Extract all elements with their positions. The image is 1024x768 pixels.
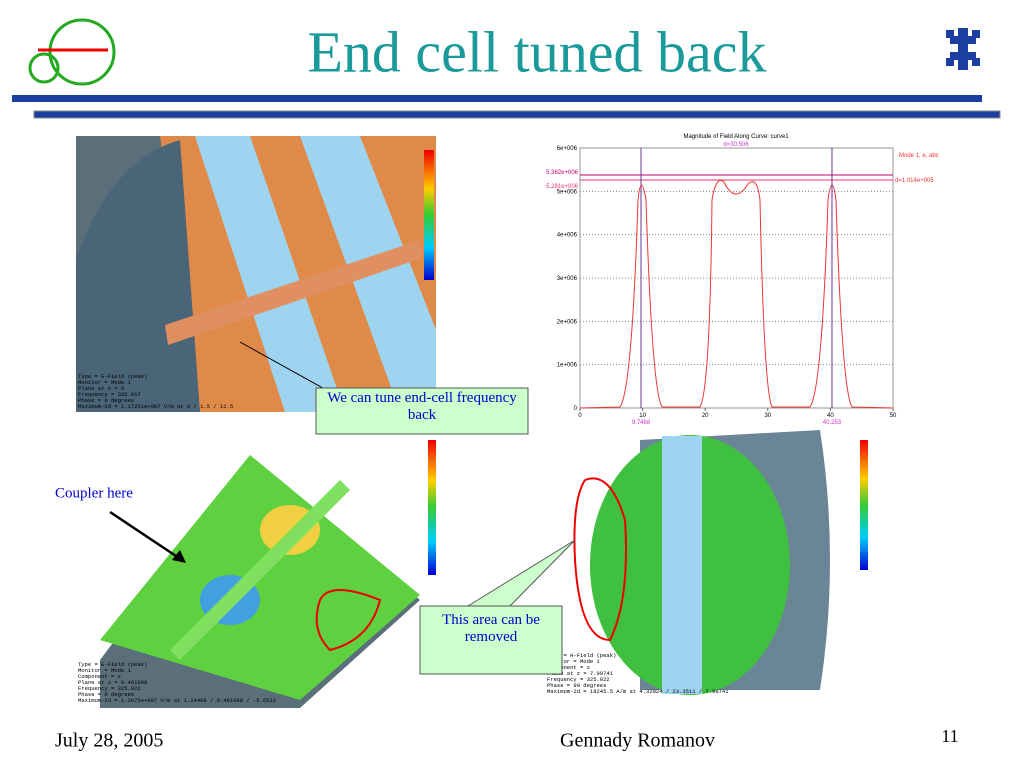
info-line: Frequency = 325.017 <box>78 391 141 398</box>
plot-label: d=30.506 <box>723 142 749 148</box>
hfield-image <box>545 426 880 700</box>
marker-label: 9.7468 <box>632 420 651 426</box>
page-number: 11 <box>941 726 958 746</box>
callout-box <box>315 387 529 435</box>
info-line: Frequency = 325.022 <box>547 676 610 683</box>
x-tick-label: 20 <box>702 413 709 419</box>
pointer <box>239 341 331 393</box>
callout-text: Coupler here <box>55 485 133 501</box>
plot-legend: Mode 1, e, abc <box>899 153 939 159</box>
x-tick-label: 0 <box>578 413 582 419</box>
info-line: Type = E-Field (peak) <box>78 373 147 380</box>
info-line: Phase = 90 degrees <box>547 682 606 689</box>
info-line: Monitor = Mode 1 <box>78 379 132 386</box>
marker-label: 40.253 <box>823 420 842 426</box>
plot: 0 1e+006 2e+006 3e+006 4e+006 5e+006 6e+006 0 10… <box>546 134 939 426</box>
info-line: Plane at z = 7.99741 <box>547 670 614 677</box>
info-line: Component = z <box>547 664 590 671</box>
cavity-image <box>76 136 436 412</box>
rule <box>12 95 982 102</box>
slide-title: End cell tuned back <box>308 19 767 84</box>
delta-label: d=1.014e+005 <box>895 178 934 184</box>
callout-text: This area can be removed <box>442 612 540 645</box>
info-line: Phase = 0 degrees <box>78 397 134 404</box>
arrowhead <box>172 550 186 563</box>
rule <box>33 110 1001 119</box>
coupler-image <box>76 426 444 708</box>
y-tick-label: 0 <box>574 406 578 412</box>
level-label: 5.281e+006 <box>546 184 579 190</box>
plot-title: Magnitude of Field Along Curve: curve1 <box>683 134 789 140</box>
info-line: Component = x <box>78 673 122 680</box>
y-tick-label: 2e+006 <box>557 319 578 325</box>
footer-date: July 28, 2005 <box>55 730 163 752</box>
x-tick-label: 50 <box>890 413 897 419</box>
info-line: Phase = 0 degrees <box>78 691 134 698</box>
info-line: Monitor = Mode 1 <box>78 667 132 674</box>
y-tick-label: 6e+006 <box>557 146 578 152</box>
info-line: Type = H-Field (peak) <box>547 652 616 659</box>
y-tick-label: 1e+006 <box>557 363 578 369</box>
info-line: Frequency = 325.022 <box>78 685 141 692</box>
callout-text: We can tune end-cell frequency back <box>327 390 517 423</box>
arrow <box>109 510 183 562</box>
logo-left <box>28 18 116 86</box>
logo-right <box>946 28 980 70</box>
info-line: Maximum-2d = 18245.5 A/m at 4.32024 / 23… <box>547 688 729 695</box>
field-curve <box>579 180 894 409</box>
info-line: Monitor = Mode 1 <box>547 658 601 665</box>
info-line: Maximum-2d = 1.17251e+007 V/m at 0 / 1.5… <box>78 403 233 410</box>
y-tick-label: 5e+006 <box>557 189 578 195</box>
x-tick-label: 30 <box>764 413 771 419</box>
info-line: Plane at z = 0.481098 <box>78 679 147 686</box>
footer-author: Gennady Romanov <box>560 730 715 752</box>
level-label: 5.382e+006 <box>546 170 579 176</box>
x-tick-label: 40 <box>827 413 834 419</box>
y-tick-label: 3e+006 <box>557 276 578 282</box>
x-tick-label: 10 <box>639 413 646 419</box>
plot-background <box>540 130 960 422</box>
info-line: Plane at x = 0 <box>78 385 124 392</box>
info-blocks: Type = E-Field (peak)Monitor = Mode 1Pla… <box>78 373 729 704</box>
y-tick-label: 4e+006 <box>557 233 578 239</box>
info-line: Maximum-2d = 1.2075e+007 V/m at 1.14408 … <box>78 697 276 704</box>
info-line: Type = E-Field (peak) <box>78 661 147 668</box>
callout-box <box>419 605 563 675</box>
